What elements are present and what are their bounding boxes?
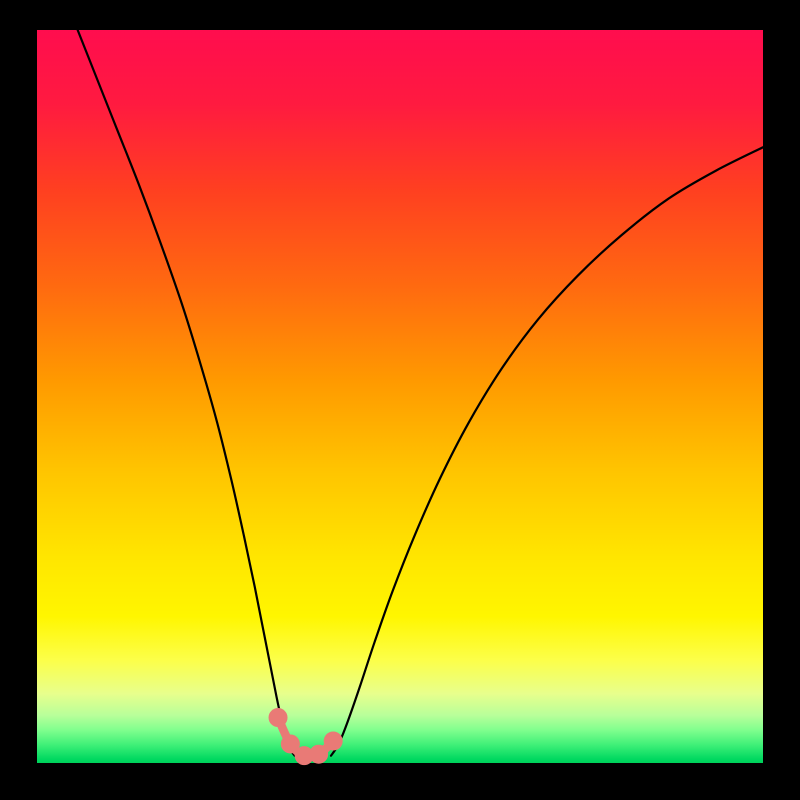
marker-dot — [269, 708, 288, 727]
chart-frame: TheBottleneck.com — [0, 0, 800, 800]
marker-dot — [324, 732, 343, 751]
bottleneck-chart — [0, 0, 800, 800]
marker-dot — [309, 745, 328, 764]
plot-background — [37, 30, 763, 763]
